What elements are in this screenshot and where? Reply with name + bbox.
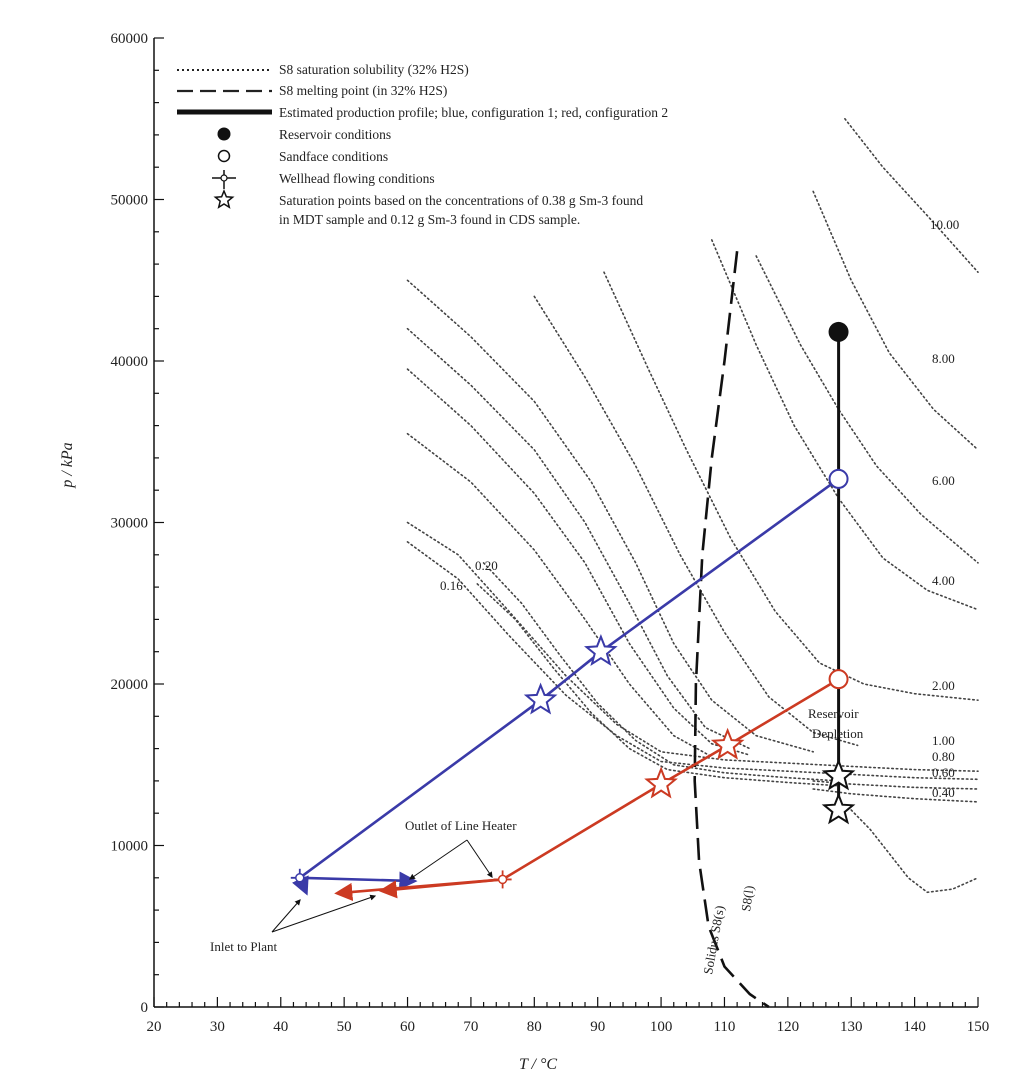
x-tick-label: 130 — [840, 1019, 863, 1035]
wellhead-marker — [497, 874, 508, 885]
solubility-curve-label: 0.16 — [440, 578, 463, 593]
solubility-curve — [406, 432, 713, 758]
solubility-curve — [406, 541, 979, 781]
solubility-curve — [812, 788, 979, 803]
solubility-curve-label: 4.00 — [932, 573, 955, 588]
solubility-curve — [533, 295, 859, 747]
solubility-curve — [844, 118, 979, 273]
markers — [290, 321, 856, 889]
legend-text-saturation: S8 saturation solubility (32% H2S) — [279, 62, 469, 77]
liquid-label: S8(l) — [738, 885, 756, 913]
legend-text-reservoir: Reservoir conditions — [279, 127, 391, 142]
x-tick-label: 20 — [147, 1019, 162, 1035]
x-tick-label: 70 — [463, 1019, 478, 1035]
y-tick-label: 20000 — [111, 677, 149, 693]
legend-open-circle — [217, 149, 231, 163]
solubility-curve — [603, 271, 979, 701]
sandface-marker-blue — [828, 468, 849, 489]
x-tick-labels: 20 30 40 50 60 70 80 90 100 110 120 130 140 150 — [147, 1019, 990, 1035]
x-tick-label: 100 — [650, 1019, 673, 1035]
y-tick-labels: 0 10000 20000 30000 40000 50000 60000 — [111, 31, 149, 1016]
legend-text-melting: S8 melting point (in 32% H2S) — [279, 83, 447, 98]
solubility-curve-label: 0.80 — [932, 749, 955, 764]
x-tick-label: 150 — [967, 1019, 990, 1035]
axes — [153, 37, 979, 1008]
legend-star-icon — [213, 189, 235, 209]
profile-red-plant — [334, 878, 503, 902]
saturation-star-blue — [523, 682, 558, 715]
legend-filled-circle — [217, 127, 231, 141]
x-tick-label: 140 — [903, 1019, 926, 1035]
solubility-curve-label: 6.00 — [932, 473, 955, 488]
inlet-arrow-2 — [271, 894, 377, 933]
legend-star-shape — [213, 189, 235, 209]
y-tick-label: 50000 — [111, 193, 149, 209]
x-tick-label: 40 — [273, 1019, 288, 1035]
solubility-curve-label: 2.00 — [932, 678, 955, 693]
sandface-marker-red — [828, 669, 849, 690]
saturation-star-red — [710, 727, 745, 760]
legend-text-saturation-points: Saturation points based on the concentra… — [279, 193, 643, 208]
solubility-curve-label: 1.00 — [932, 733, 955, 748]
y-tick-label: 10000 — [111, 839, 149, 855]
melting-point-curve — [693, 251, 770, 1009]
legend-text-profile: Estimated production profile; blue, conf… — [279, 105, 668, 120]
solubility-curve — [812, 190, 979, 451]
solubility-curve — [406, 327, 751, 750]
y-tick-label: 60000 — [111, 31, 149, 47]
solubility-curve — [406, 368, 751, 756]
profile-blue-heater — [299, 871, 418, 890]
x-tick-label: 50 — [337, 1019, 352, 1035]
solubility-curve — [482, 562, 840, 782]
wellhead-marker — [295, 873, 305, 883]
saturation-star-red — [644, 766, 678, 799]
solubility-curve — [755, 255, 979, 564]
solubility-curve — [406, 279, 814, 753]
solubility-curve — [850, 809, 979, 894]
saturation-star-blue — [584, 633, 618, 667]
solubility-curve-label: 0.40 — [932, 785, 955, 800]
reservoir-depletion-label-1: Reservoir — [808, 706, 859, 721]
y-tick-label: 40000 — [111, 354, 149, 370]
legend-text-wellhead: Wellhead flowing conditions — [279, 171, 435, 186]
legend: S8 saturation solubility (32% H2S) S8 me… — [177, 62, 668, 227]
x-tick-label: 110 — [713, 1019, 735, 1035]
melting-curve — [693, 251, 770, 1009]
solubility-curve-label: 8.00 — [932, 351, 955, 366]
solubility-curves: 10.00 8.00 6.00 4.00 2.00 1.000.800.60 0.40 0.2… — [406, 118, 979, 894]
legend-text-saturation-points-2: in MDT sample and 0.12 g Sm-3 found in C… — [279, 212, 580, 227]
x-tick-label: 60 — [400, 1019, 415, 1035]
outlet-arrow-2 — [466, 839, 493, 878]
inlet-to-plant-label: Inlet to Plant — [210, 939, 278, 954]
x-tick-label: 80 — [527, 1019, 542, 1035]
solubility-curve — [476, 583, 840, 787]
y-axis-title: p / kPa — [59, 442, 76, 488]
legend-text-sandface: Sandface conditions — [279, 149, 388, 164]
x-tick-label: 120 — [777, 1019, 800, 1035]
profile-red — [501, 678, 840, 881]
solubility-curve — [711, 239, 979, 611]
legend-wellhead-icon — [212, 170, 236, 189]
x-tick-label: 30 — [210, 1019, 225, 1035]
y-tick-label: 0 — [141, 1000, 149, 1016]
production-profiles — [291, 331, 841, 902]
reservoir-depletion-label-2: Depletion — [812, 726, 864, 741]
outlet-arrow-1 — [409, 839, 468, 880]
profile-blue — [299, 477, 840, 879]
solubility-curve-label: 0.60 — [932, 765, 955, 780]
x-axis-title: T / °C — [519, 1056, 557, 1073]
inlet-arrow-1 — [271, 899, 301, 933]
reservoir-conditions-marker — [828, 321, 849, 342]
y-tick-label: 30000 — [111, 516, 149, 532]
outlet-line-heater-label: Outlet of Line Heater — [405, 818, 517, 833]
saturation-star-black — [821, 758, 856, 791]
solubility-curve-label: 10.00 — [930, 217, 959, 232]
x-tick-label: 90 — [590, 1019, 605, 1035]
solubility-curve-label: 0.20 — [475, 558, 498, 573]
saturation-star-black — [821, 792, 856, 825]
